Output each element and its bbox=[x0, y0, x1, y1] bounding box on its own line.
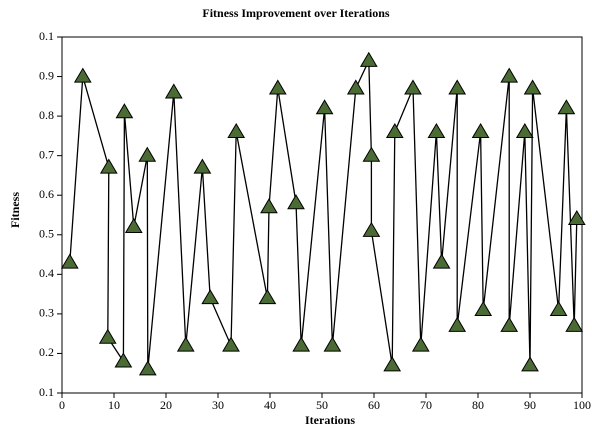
marker bbox=[474, 300, 493, 317]
marker bbox=[114, 352, 133, 368]
marker bbox=[164, 83, 183, 99]
marker bbox=[193, 158, 212, 174]
marker bbox=[557, 99, 576, 115]
y-tick-label: 0.9 bbox=[39, 68, 54, 82]
marker bbox=[227, 122, 246, 139]
x-tick-label: 30 bbox=[212, 398, 224, 412]
y-tick-label: 0.1 bbox=[39, 29, 54, 43]
marker bbox=[292, 336, 311, 352]
marker bbox=[346, 79, 365, 95]
marker bbox=[323, 336, 342, 352]
marker bbox=[98, 328, 117, 344]
y-tick-label: 0.7 bbox=[39, 147, 54, 161]
marker bbox=[138, 146, 157, 162]
y-tick-label: 0.5 bbox=[39, 227, 54, 241]
marker bbox=[222, 336, 240, 352]
x-tick-label: 70 bbox=[420, 398, 432, 412]
marker bbox=[115, 103, 134, 119]
marker bbox=[201, 289, 220, 305]
marker bbox=[260, 198, 278, 214]
marker bbox=[362, 221, 381, 237]
y-axis-label: Fitness bbox=[8, 192, 22, 228]
marker bbox=[362, 146, 381, 162]
x-tick-label: 60 bbox=[368, 398, 380, 412]
marker bbox=[124, 217, 143, 233]
y-tick-label: 0.8 bbox=[39, 108, 54, 122]
marker bbox=[523, 79, 542, 95]
y-tick-label: 0.3 bbox=[39, 306, 54, 320]
y-tick-label: 0.6 bbox=[39, 187, 54, 201]
y-tick-label: 0.1 bbox=[39, 385, 54, 399]
marker bbox=[549, 300, 568, 317]
marker bbox=[287, 194, 305, 210]
marker bbox=[515, 122, 534, 139]
marker bbox=[565, 316, 584, 332]
x-tick-label: 100 bbox=[573, 398, 591, 412]
x-tick-label: 0 bbox=[59, 398, 65, 412]
marker bbox=[500, 316, 519, 332]
marker bbox=[258, 289, 277, 305]
marker bbox=[60, 253, 79, 269]
plot-frame bbox=[61, 36, 583, 394]
marker bbox=[383, 356, 402, 372]
x-tick-label: 40 bbox=[264, 398, 276, 412]
marker bbox=[315, 99, 334, 115]
y-tick-label: 0.4 bbox=[39, 266, 54, 280]
marker bbox=[411, 336, 430, 352]
marker bbox=[404, 79, 422, 95]
x-axis-label: Iterations bbox=[305, 413, 355, 427]
marker bbox=[359, 51, 378, 67]
marker bbox=[471, 122, 490, 139]
marker bbox=[427, 122, 446, 139]
marker bbox=[138, 360, 157, 376]
marker bbox=[385, 122, 404, 139]
x-tick-label: 20 bbox=[160, 398, 172, 412]
marker bbox=[448, 79, 467, 95]
marker bbox=[567, 209, 586, 226]
y-tick-label: 0.2 bbox=[39, 345, 54, 359]
x-tick-label: 90 bbox=[524, 398, 536, 412]
chart-title: Fitness Improvement over Iterations bbox=[202, 6, 390, 20]
marker bbox=[432, 253, 451, 269]
x-tick-label: 10 bbox=[108, 398, 120, 412]
marker bbox=[521, 356, 539, 372]
marker bbox=[448, 316, 467, 332]
marker bbox=[99, 158, 118, 174]
marker bbox=[73, 67, 92, 83]
x-tick-label: 50 bbox=[316, 398, 328, 412]
marker bbox=[176, 336, 195, 352]
marker bbox=[500, 67, 519, 83]
x-tick-label: 80 bbox=[472, 398, 484, 412]
marker bbox=[268, 79, 287, 95]
